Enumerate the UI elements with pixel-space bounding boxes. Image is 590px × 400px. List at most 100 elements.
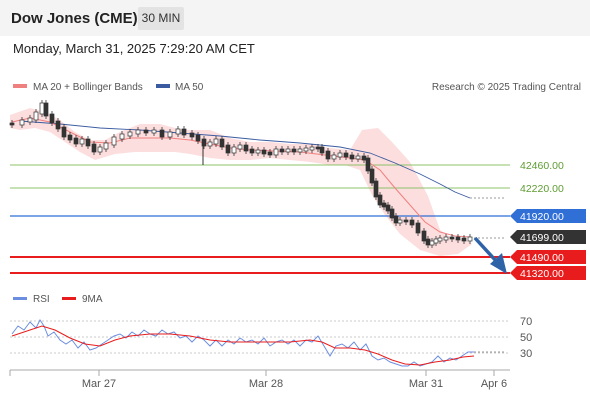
x-tick-label-mar28: Mar 28 xyxy=(249,378,283,390)
candle-body xyxy=(33,111,39,121)
candle-body xyxy=(43,102,49,117)
candle-body xyxy=(135,129,141,135)
candle-body xyxy=(73,137,79,145)
credit-text: Research © 2025 Trading Central xyxy=(432,82,581,93)
candle-body xyxy=(397,219,403,224)
candle-body xyxy=(103,142,109,150)
level-label-r1: 42220.00 xyxy=(520,183,564,195)
candle-body xyxy=(219,138,225,148)
candle-body xyxy=(337,152,343,158)
candle-body xyxy=(189,132,195,138)
level-label-last: 41699.00 xyxy=(520,232,564,244)
candle-body xyxy=(415,222,421,234)
instrument-title: Dow Jones (CME) xyxy=(11,10,138,27)
bollinger-band xyxy=(10,108,472,256)
candle-body xyxy=(237,144,243,150)
candle-body xyxy=(91,143,97,153)
candle-body xyxy=(39,102,45,115)
candle-body xyxy=(331,154,337,160)
level-label-pivot: 41920.00 xyxy=(520,211,564,223)
candle-body xyxy=(297,148,303,153)
candle-body xyxy=(315,146,321,150)
candle-body xyxy=(393,215,399,224)
ma50-line xyxy=(19,120,471,199)
timestamp: Monday, March 31, 2025 7:29:20 AM CET xyxy=(13,41,255,56)
candle-body xyxy=(461,237,467,242)
chart-header: Dow Jones (CME) 30 MIN xyxy=(0,0,590,36)
candle-body xyxy=(243,144,249,152)
candles xyxy=(9,100,473,248)
forecast-arrow-line xyxy=(473,236,499,264)
rsi-tick-50: 50 xyxy=(520,332,532,344)
candle-body xyxy=(27,117,33,123)
candle-body xyxy=(291,148,297,153)
ma9-legend-swatch xyxy=(62,297,76,300)
rsi-legend-swatch xyxy=(13,297,27,300)
candle-body xyxy=(385,204,391,212)
rsi-legend-label: RSI xyxy=(33,294,50,305)
candle-body xyxy=(213,138,219,145)
level-label-s2: 41320.00 xyxy=(520,268,564,280)
ma50-legend-label: MA 50 xyxy=(175,82,204,93)
candle-body xyxy=(9,122,15,126)
candle-body xyxy=(97,146,103,153)
candle-body xyxy=(255,149,261,154)
timeframe-button[interactable]: 30 MIN xyxy=(138,7,184,30)
x-tick-label-mar27: Mar 27 xyxy=(82,378,116,390)
rsi-tick-70: 70 xyxy=(520,316,532,328)
candle-body xyxy=(207,141,213,147)
candle-body xyxy=(309,146,315,151)
candle-body xyxy=(249,148,255,154)
candle-body xyxy=(403,219,409,223)
candle-body xyxy=(443,236,449,241)
candle-body xyxy=(67,134,73,141)
candle-body xyxy=(267,151,273,156)
rsi-line xyxy=(11,319,474,367)
candle-body xyxy=(151,129,157,134)
candle-body xyxy=(111,136,117,146)
candle-body xyxy=(231,146,237,154)
candle-body xyxy=(143,129,149,134)
candle-body xyxy=(361,155,367,161)
candle-body xyxy=(467,236,473,242)
rsi-tick-30: 30 xyxy=(520,348,532,360)
candle-body xyxy=(365,157,371,172)
candle-body xyxy=(429,240,435,246)
candle-body xyxy=(61,126,67,138)
candle-body xyxy=(19,119,25,126)
candle-body xyxy=(49,113,55,124)
candle-body xyxy=(437,237,443,242)
pivot-label-box xyxy=(510,209,586,223)
candle-body xyxy=(455,236,461,241)
candle-body xyxy=(119,133,125,140)
candle-body xyxy=(389,208,395,219)
candle-body xyxy=(279,148,285,153)
candle-body xyxy=(373,180,379,198)
candle-body xyxy=(55,120,61,130)
candle-body xyxy=(377,194,383,206)
candle-body xyxy=(195,134,201,142)
x-tick-label-mar31: Mar 31 xyxy=(409,378,443,390)
candle-body xyxy=(285,148,291,153)
candle-body xyxy=(325,150,331,160)
rsi-ma-line xyxy=(11,325,475,366)
candle-body xyxy=(303,147,309,152)
candle-body xyxy=(127,131,133,137)
candle-body xyxy=(425,238,431,246)
ma20-legend-label: MA 20 + Bollinger Bands xyxy=(33,82,143,93)
candle-body xyxy=(409,219,415,226)
forecast-arrow-head xyxy=(490,253,507,274)
candle-body xyxy=(175,128,181,135)
candle-body xyxy=(381,202,387,208)
candle-body xyxy=(85,138,91,147)
candle-body xyxy=(225,144,231,154)
x-tick-label-apr6: Apr 6 xyxy=(481,378,507,390)
level-label-s1: 41490.00 xyxy=(520,252,564,264)
support-label-box-1 xyxy=(510,250,586,264)
candle-body xyxy=(167,131,173,138)
last-price-box xyxy=(510,230,586,244)
candle-body xyxy=(319,146,325,154)
candle-body xyxy=(355,155,361,160)
candle-body xyxy=(343,152,349,158)
